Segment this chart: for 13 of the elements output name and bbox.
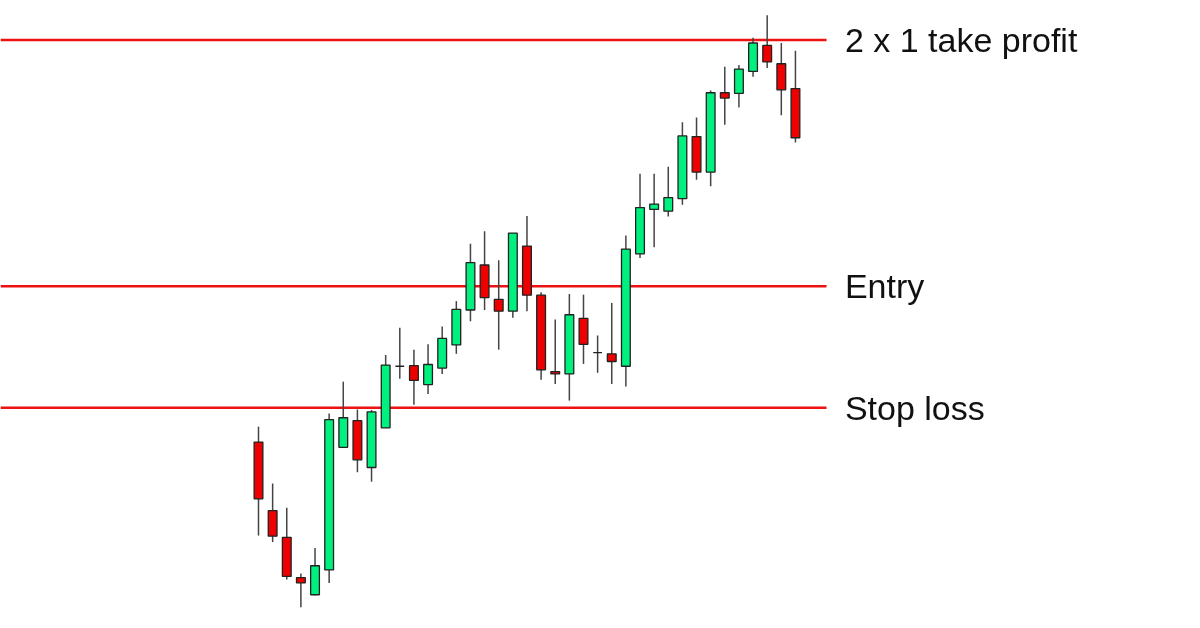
ref-line-label: Stop loss (844, 388, 985, 427)
ref-line-label: Entry (844, 267, 925, 306)
candlestick (408, 348, 419, 406)
candlestick (762, 14, 773, 69)
ref-line-label: 2 x 1 take profit (844, 21, 1078, 60)
candlestick (423, 343, 434, 395)
candlestick (295, 572, 306, 608)
candlestick (493, 259, 504, 351)
candlestick (649, 173, 660, 249)
candlestick (606, 302, 617, 385)
candlestick (550, 318, 561, 385)
candlestick (663, 166, 674, 218)
candlestick (719, 65, 730, 126)
